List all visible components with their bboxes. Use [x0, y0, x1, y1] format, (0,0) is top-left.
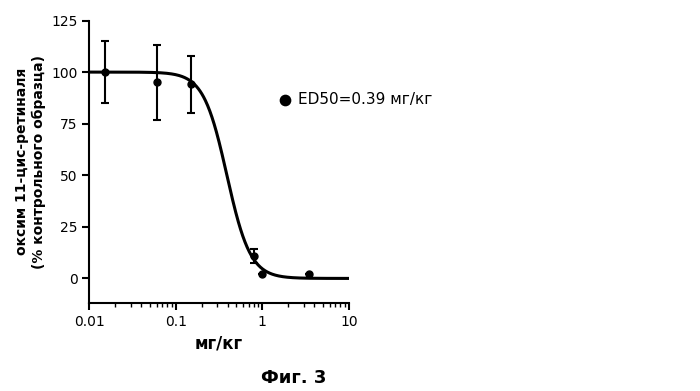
X-axis label: мг/кг: мг/кг	[195, 335, 243, 353]
Text: Фиг. 3: Фиг. 3	[261, 369, 327, 387]
Y-axis label: оксим 11-цис-ретиналя
(% контрольного образца): оксим 11-цис-ретиналя (% контрольного об…	[15, 55, 46, 269]
Legend: ED50=0.39 мг/кг: ED50=0.39 мг/кг	[282, 92, 432, 107]
